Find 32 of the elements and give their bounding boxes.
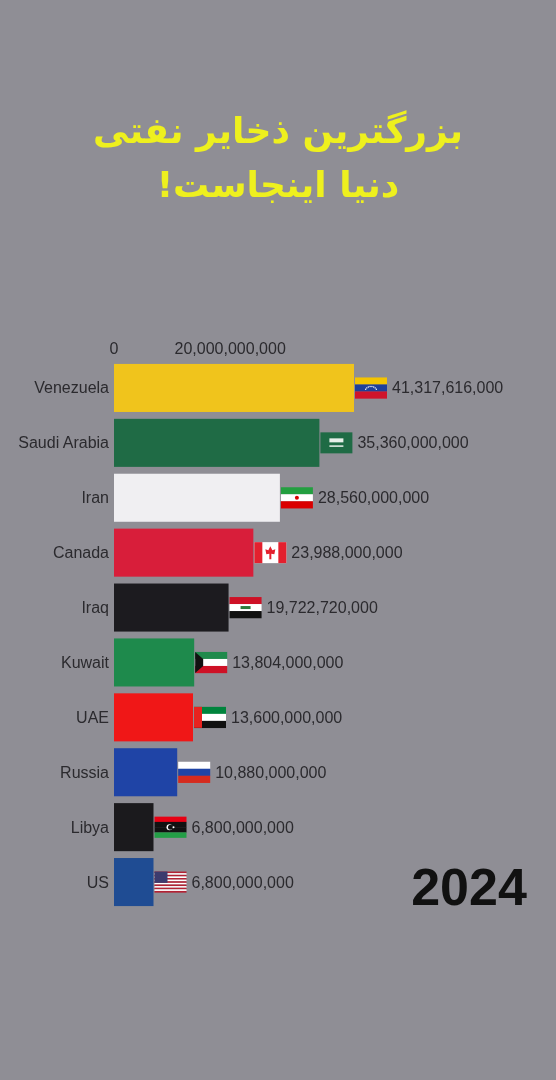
data-label: 19,722,720,000 [266, 599, 378, 617]
y-tick-label: Venezuela [34, 379, 110, 397]
bar [114, 363, 354, 412]
y-tick-label: Libya [70, 818, 110, 836]
bar [114, 473, 280, 522]
data-label: 6,800,000,000 [191, 873, 294, 891]
data-label: 23,988,000,000 [291, 544, 403, 562]
y-tick-label: US [86, 873, 109, 891]
bar [114, 528, 254, 577]
y-tick-label: Iraq [81, 599, 109, 617]
data-label: 6,800,000,000 [191, 818, 294, 836]
y-tick-label: Canada [52, 544, 110, 562]
y-tick-label: Iran [81, 489, 109, 507]
y-tick-label: Saudi Arabia [18, 434, 110, 452]
y-tick-label: Kuwait [60, 653, 110, 671]
text: 2024 [411, 858, 527, 916]
chart-title: بزرگترین ذخایر نفتی دنیا اینجاست! [91, 109, 464, 207]
bar [114, 583, 229, 632]
data-label: 35,360,000,000 [357, 434, 469, 452]
bar [114, 803, 154, 852]
bar [114, 693, 193, 742]
y-tick-label: Russia [60, 763, 110, 781]
bar [114, 858, 154, 907]
y-tick-label: UAE [76, 708, 109, 726]
x-tick-label: 0 [109, 340, 119, 357]
data-label: 28,560,000,000 [317, 489, 430, 507]
data-label: 10,880,000,000 [215, 763, 327, 781]
data-label: 41,317,616,000 [392, 379, 504, 397]
data-label: 13,600,000,000 [231, 708, 343, 726]
data-label: 13,804,000,000 [232, 653, 344, 671]
bar [114, 638, 195, 687]
x-tick-label: 20,000,000,000 [174, 340, 286, 357]
